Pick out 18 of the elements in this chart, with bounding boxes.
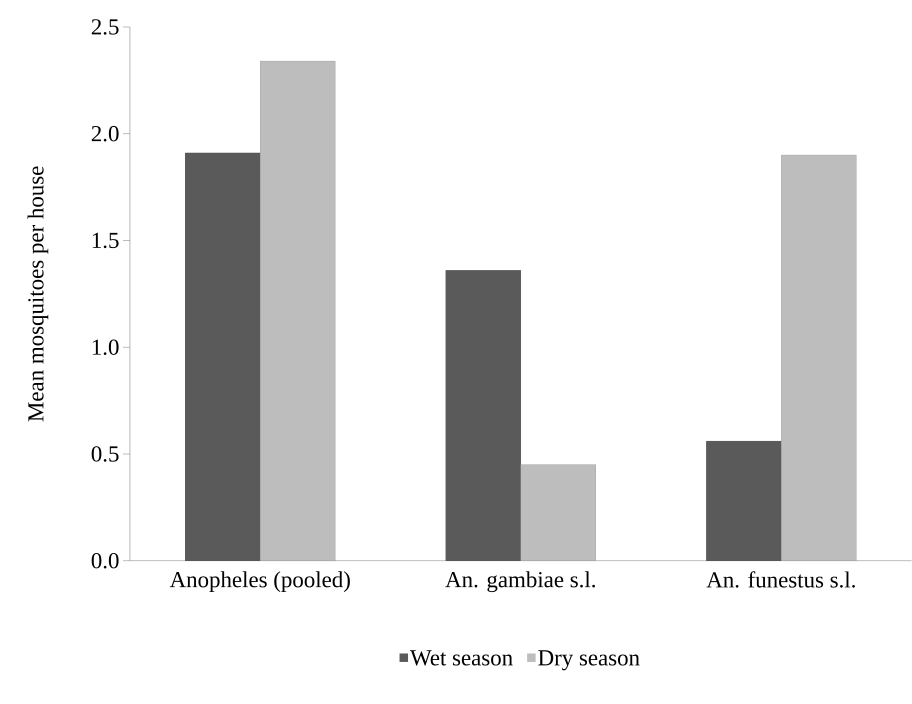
- bar: [185, 152, 260, 562]
- y-tick-label: 0.0: [92, 553, 119, 569]
- bar: [260, 61, 336, 562]
- bar: [520, 464, 596, 562]
- x-tick-label: Anopheles (pooled): [170, 571, 350, 592]
- legend-label: Dry season: [538, 650, 640, 670]
- x-tick-label: An. funestus s.l.: [706, 571, 855, 588]
- y-tick-label: 1.5: [92, 232, 119, 248]
- legend-label: Wet season: [410, 650, 513, 666]
- bar: [446, 270, 521, 562]
- y-tick-label: 2.0: [92, 126, 119, 142]
- x-tick-label: An. gambiae s.l.: [445, 571, 595, 592]
- y-axis-title: Mean mosquitoes per house: [27, 166, 48, 422]
- y-tick-label: 1.0: [92, 340, 119, 356]
- bar: [706, 441, 782, 562]
- y-tick-label: 0.5: [92, 446, 119, 462]
- bar: [781, 155, 856, 562]
- y-tick-label: 2.5: [92, 19, 119, 35]
